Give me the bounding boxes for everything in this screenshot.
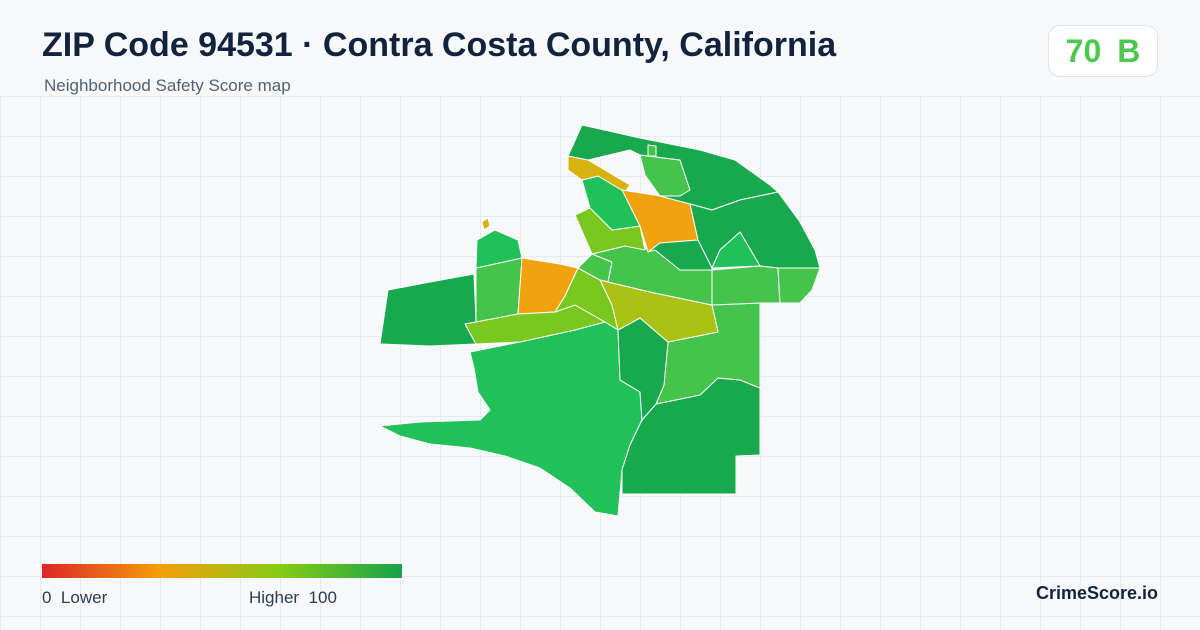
map-region-far-east[interactable] [777,267,821,304]
page-subtitle: Neighborhood Safety Score map [44,76,291,95]
map-region-south[interactable] [379,321,643,517]
legend-high-label: Higher 100 [249,588,337,608]
legend-low-text: Lower [60,588,108,607]
map-region-east[interactable] [711,265,781,306]
legend-low-label: 0 Lower [42,588,107,608]
legend-low-value: 0 [42,588,52,607]
legend-high-text: Higher [249,588,300,607]
legend-color-bar [42,564,402,578]
page-title: ZIP Code 94531 · Contra Costa County, Ca… [42,26,837,64]
map-region-north-middle[interactable] [647,239,713,271]
map-region-west[interactable] [379,273,477,347]
map-region-north[interactable] [567,124,779,211]
brand-logo-text: CrimeScore.io [1036,583,1159,603]
score-grade: B [1117,32,1141,69]
map-region-west-light[interactable] [475,257,523,323]
map-region-sliver-northwest[interactable] [481,217,491,231]
safety-score-badge: 70 B [1048,25,1158,77]
map-region-mustard-strip[interactable] [567,155,631,193]
map-region-east-small[interactable] [711,231,761,269]
score-value: 70 [1065,32,1102,69]
map-region-northwest[interactable] [475,229,523,269]
map-region-sliver-north[interactable] [647,144,657,157]
legend-high-value: 100 [308,588,337,607]
